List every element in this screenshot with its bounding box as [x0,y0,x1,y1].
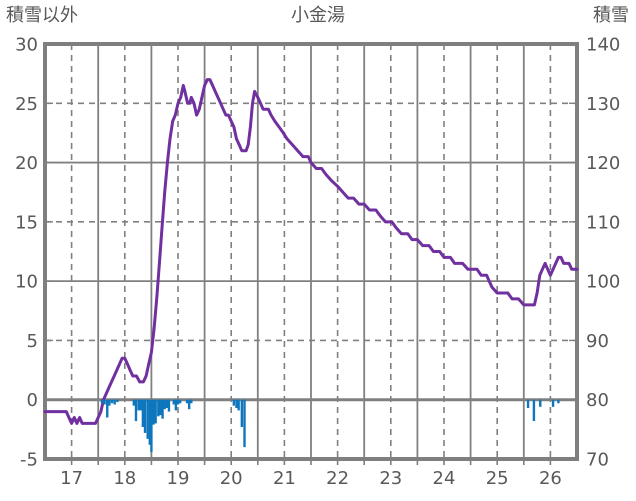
y-right-tick-label: 140 [586,35,620,56]
bar-negative-value [165,399,169,409]
bar-negative-value [240,399,244,427]
bar-negative-value [152,399,155,425]
y-left-tick-label: 20 [15,153,38,174]
bar-negative-value [150,399,153,452]
snow-depth-line [43,78,579,425]
bar-negative-value [174,399,178,411]
bar-negative-value [532,399,536,422]
y-left-tick-label: 25 [15,94,38,115]
y-right-tick-label: 80 [586,390,609,411]
plot-border [43,42,579,461]
bar-negative-value [132,399,136,406]
y-right-tick-label: 70 [586,450,609,471]
bar-negative-value [539,399,542,407]
right-axis-title: 積雪 [593,5,629,26]
x-tick-label: 18 [113,468,136,489]
y-left-tick-label: 10 [15,272,38,293]
bar-negative-value [526,399,530,409]
bar-negative-value [134,399,138,422]
bar-negative-value [106,399,109,418]
bar-negative-value [157,399,160,417]
bar-negative-value [557,399,560,404]
bar-negative-value [108,399,111,406]
y-left-tick-label: 30 [15,35,38,56]
bar-negative-value [100,399,104,404]
bar-negative-value [243,399,246,448]
bar-negative-value [154,399,157,424]
bar-negative-value [232,399,236,406]
y-right-tick-label: 130 [586,94,620,115]
bar-negative-value [185,399,189,404]
bar-negative-value [139,399,142,411]
bar-negative-value [141,399,145,427]
bar-negative-value [176,399,180,405]
y-right-tick-label: 120 [586,153,620,174]
bar-negative-value [148,399,152,445]
y-left-tick-label: -5 [20,450,38,471]
bar-negative-value [163,399,166,410]
y-left-tick-label: 15 [15,212,38,233]
x-tick-label: 22 [326,468,349,489]
bar-negative-value [237,399,240,411]
bar-negative-value [116,399,119,403]
x-tick-label: 20 [220,468,243,489]
x-tick-label: 23 [379,468,402,489]
y-left-tick-label: 5 [27,331,38,352]
bar-negative-value [167,399,171,412]
bar-negative-value [113,399,116,405]
y-right-tick-label: 90 [586,331,609,352]
bar-negative-value [172,399,175,405]
bar-negative-value [190,399,193,404]
x-tick-label: 19 [167,468,190,489]
bar-negative-value [146,399,149,439]
bar-negative-value [159,399,162,416]
y-left-tick-label: 0 [27,390,38,411]
x-tick-label: 25 [486,468,509,489]
bar-negative-value [235,399,238,409]
x-tick-label: 21 [273,468,296,489]
x-tick-label: 26 [539,468,562,489]
x-tick-label: 24 [433,468,456,489]
bar-negative-value [143,399,147,433]
bar-negative-value [187,399,191,410]
x-tick-label: 17 [60,468,83,489]
bar-negative-value [161,399,164,419]
y-right-tick-label: 110 [586,212,620,233]
left-axis-title: 積雪以外 [6,5,78,26]
bar-negative-value [110,399,114,404]
bar-negative-value [103,399,106,405]
y-right-tick-label: 100 [586,272,620,293]
bar-negative-value [178,399,182,404]
chart-title: 小金湯 [291,5,345,26]
bar-negative-value [137,399,140,411]
bar-negative-value [551,399,555,407]
